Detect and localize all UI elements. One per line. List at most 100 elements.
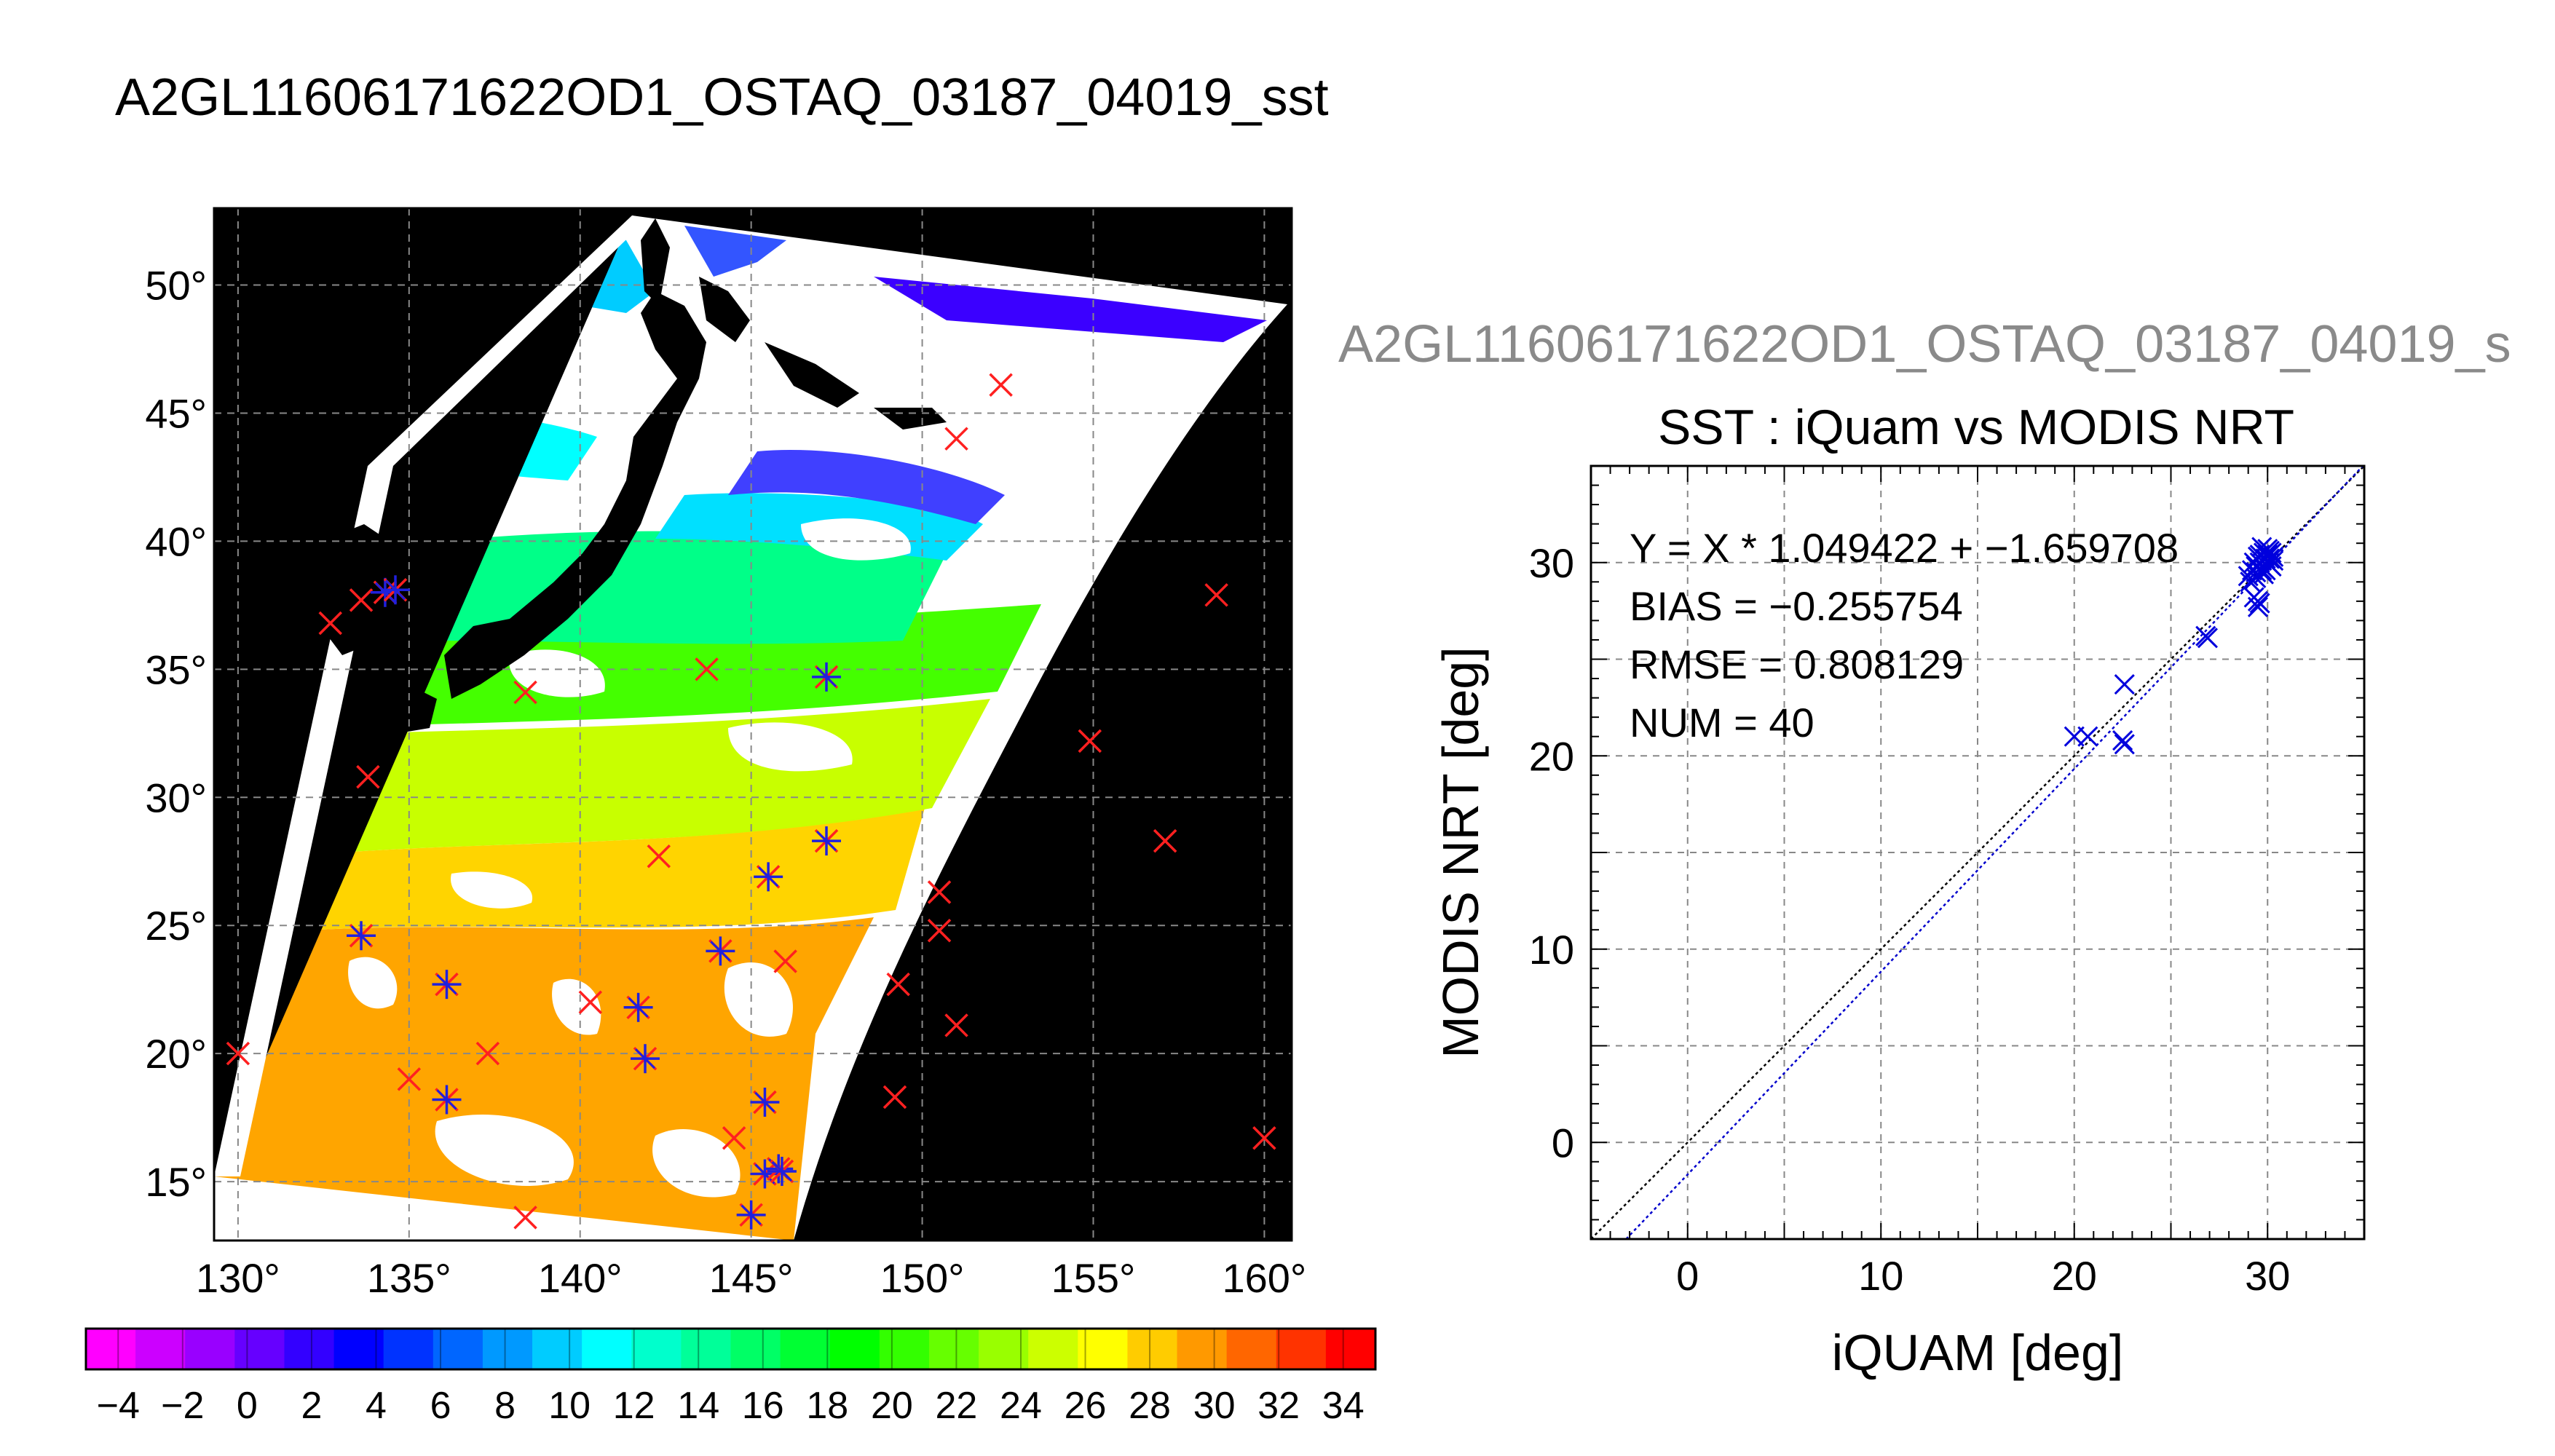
land-mass bbox=[765, 342, 859, 408]
longitude-labels: 130° 135° 140° 145° 150° 155° 160° bbox=[196, 1255, 1306, 1301]
y-tick-label: 30 bbox=[1529, 540, 1574, 586]
sst-band-4 bbox=[728, 450, 1005, 524]
colorbar-segment bbox=[979, 1329, 1029, 1369]
scatter-lines bbox=[1590, 465, 2365, 1240]
latitude-tick-label: 20° bbox=[145, 1031, 207, 1077]
colorbar-segment bbox=[532, 1329, 583, 1369]
scatter-y-tick-labels: 0 10 20 30 bbox=[1529, 540, 1574, 1166]
y-axis-label: MODIS NRT [deg] bbox=[1432, 646, 1489, 1058]
stats-line: RMSE = 0.808129 bbox=[1630, 641, 1964, 687]
y-tick-label: 20 bbox=[1529, 733, 1574, 779]
colorbar-segment bbox=[879, 1329, 930, 1369]
colorbar-segment bbox=[135, 1329, 186, 1369]
star-marker bbox=[381, 575, 411, 605]
latitude-tick-label: 25° bbox=[145, 903, 207, 949]
scatter-gridlines bbox=[1591, 466, 2364, 1239]
latitude-tick-label: 15° bbox=[145, 1159, 207, 1205]
x-tick-label: 20 bbox=[2052, 1253, 2097, 1299]
red-x-marker bbox=[944, 427, 968, 451]
scatter-point bbox=[2197, 628, 2219, 649]
colorbar-label: 12 bbox=[613, 1385, 655, 1427]
red-x-marker bbox=[513, 1206, 537, 1230]
colorbar-label: 30 bbox=[1193, 1385, 1236, 1427]
red-x-marker bbox=[226, 1041, 250, 1066]
latitude-tick-label: 50° bbox=[145, 263, 207, 309]
red-x-marker bbox=[989, 373, 1013, 397]
colorbar-segment bbox=[482, 1329, 533, 1369]
scatter-point bbox=[2257, 552, 2278, 573]
land-mass bbox=[699, 277, 750, 342]
red-x-marker bbox=[647, 844, 671, 869]
scatter-point bbox=[2253, 563, 2275, 585]
y-tick-label: 0 bbox=[1552, 1120, 1574, 1166]
regression-line bbox=[1625, 465, 2364, 1240]
scatter-point bbox=[2238, 566, 2259, 587]
y-tick-label: 10 bbox=[1529, 927, 1574, 973]
colorbar-label: −4 bbox=[97, 1385, 140, 1427]
scatter-point bbox=[2255, 540, 2276, 561]
colorbar-segment bbox=[1276, 1329, 1327, 1369]
star-marker bbox=[623, 992, 653, 1022]
scatter-point bbox=[2261, 542, 2282, 563]
scatter-point bbox=[2259, 548, 2280, 569]
scatter-point bbox=[2263, 550, 2284, 571]
scatter-point bbox=[2114, 673, 2135, 695]
colorbar-label: 8 bbox=[494, 1385, 516, 1427]
longitude-tick-label: 155° bbox=[1051, 1255, 1136, 1301]
star-marker bbox=[347, 921, 376, 951]
cloud-patch bbox=[801, 518, 911, 561]
colorbar-label: 6 bbox=[430, 1385, 451, 1427]
land-mass bbox=[320, 524, 408, 655]
sst-band-kuril bbox=[874, 277, 1267, 342]
red-x-marker bbox=[927, 919, 952, 943]
latitude-labels: 15° 20° 25° 30° 35° 40° 45° 50° bbox=[145, 263, 207, 1206]
scatter-point bbox=[2114, 734, 2135, 755]
colorbar-label: 20 bbox=[871, 1385, 913, 1427]
star-marker bbox=[432, 970, 462, 1000]
colorbar-segment bbox=[1127, 1329, 1178, 1369]
star-marker bbox=[812, 662, 842, 692]
cloud-patch bbox=[652, 1129, 741, 1198]
cloud-patch bbox=[451, 871, 533, 909]
star-marker bbox=[706, 936, 735, 966]
scatter-stats-annotation: Y = X * 1.049422 + −1.659708 BIAS = −0.25… bbox=[1630, 525, 2179, 745]
star-marker bbox=[754, 862, 783, 892]
land-mass bbox=[444, 291, 706, 699]
longitude-tick-label: 150° bbox=[880, 1255, 965, 1301]
star-marker bbox=[631, 1044, 660, 1074]
scatter-x-tick-labels: 0 10 20 30 bbox=[1676, 1253, 2290, 1299]
latitude-tick-label: 45° bbox=[145, 390, 207, 436]
colorbar-label: 24 bbox=[1000, 1385, 1042, 1427]
colorbar-label: 18 bbox=[806, 1385, 848, 1427]
scatter-point bbox=[2195, 625, 2216, 646]
red-x-marker bbox=[1204, 583, 1228, 607]
colorbar-segment bbox=[829, 1329, 880, 1369]
map-markers bbox=[226, 373, 1276, 1230]
scatter-point bbox=[2246, 555, 2267, 577]
star-marker bbox=[812, 826, 842, 856]
scatter-point bbox=[2112, 729, 2133, 751]
red-x-marker bbox=[1078, 729, 1102, 753]
red-x-marker bbox=[397, 1067, 422, 1091]
red-x-marker bbox=[318, 611, 342, 636]
stats-line: Y = X * 1.049422 + −1.659708 bbox=[1630, 525, 2179, 571]
x-tick-label: 30 bbox=[2245, 1253, 2290, 1299]
colorbar-label: 26 bbox=[1065, 1385, 1107, 1427]
colorbar-segment bbox=[730, 1329, 781, 1369]
longitude-tick-label: 140° bbox=[538, 1255, 623, 1301]
latitude-tick-label: 35° bbox=[145, 646, 207, 692]
colorbar-label: 16 bbox=[742, 1385, 784, 1427]
colorbar-label: 22 bbox=[936, 1385, 978, 1427]
colorbar-segment bbox=[333, 1329, 384, 1369]
longitude-tick-label: 145° bbox=[709, 1255, 794, 1301]
colorbar-label: 28 bbox=[1129, 1385, 1171, 1427]
scatter-point bbox=[2247, 546, 2269, 567]
map-frame-border bbox=[213, 207, 1293, 1242]
colorbar-segment bbox=[681, 1329, 731, 1369]
colorbar-label: 4 bbox=[366, 1385, 387, 1427]
colorbar-label: 34 bbox=[1322, 1385, 1365, 1427]
x-tick-label: 0 bbox=[1676, 1253, 1699, 1299]
scatter-point bbox=[2249, 593, 2270, 614]
scatter-point bbox=[2246, 567, 2267, 589]
colorbar-segment bbox=[631, 1329, 682, 1369]
